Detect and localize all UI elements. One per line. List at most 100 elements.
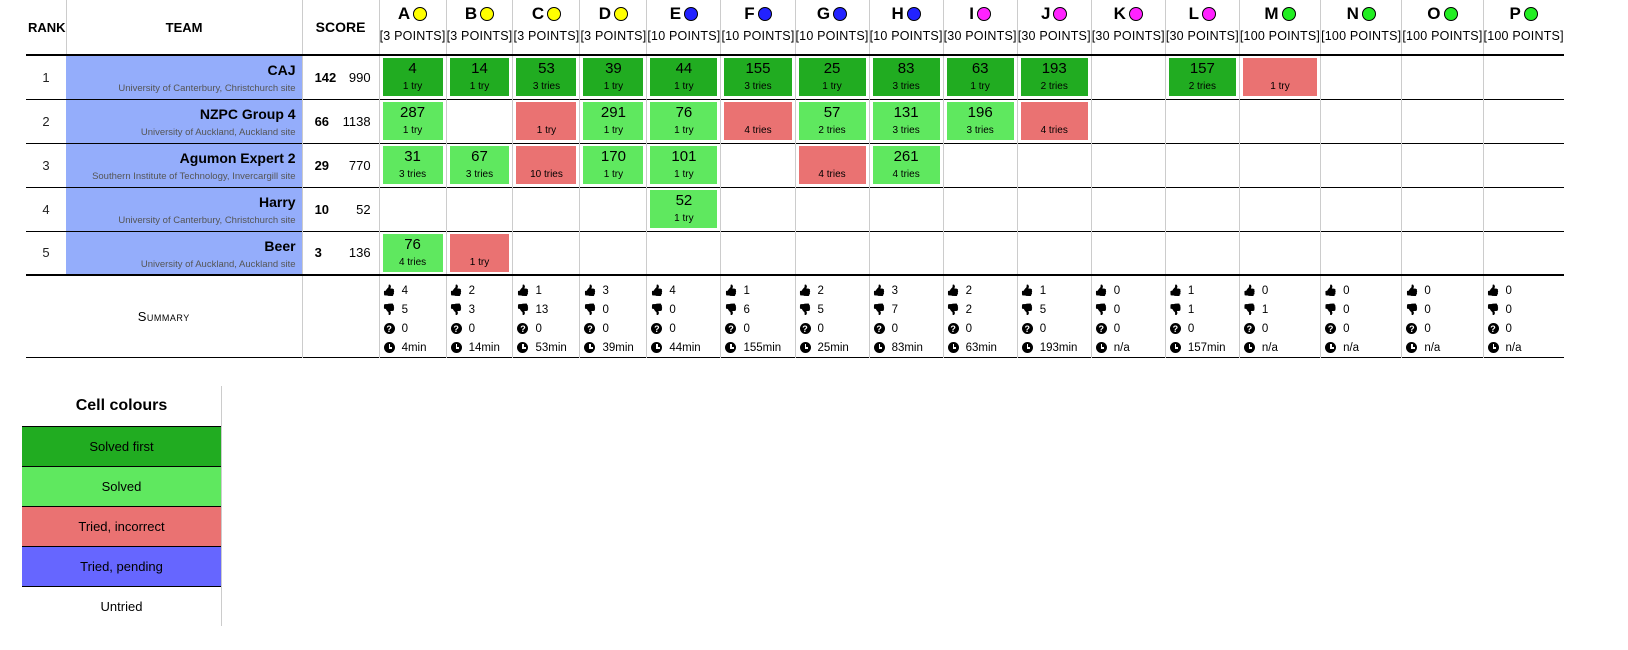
result-box-solved[interactable]: 291 1 try: [583, 102, 644, 140]
thumbs-down-icon: 👎: [449, 304, 463, 316]
result-box-wrong[interactable]: 1 try: [449, 233, 510, 272]
problem-cell-h[interactable]: 131 3 tries: [868, 99, 944, 143]
try-count: 1 try: [603, 169, 624, 180]
team-cell[interactable]: Beer University of Auckland, Auckland sit…: [66, 231, 303, 275]
result-box-solved[interactable]: 101 1 try: [650, 146, 718, 184]
result-box-solved[interactable]: 131 3 tries: [872, 102, 940, 140]
result-box-solved[interactable]: 76 1 try: [650, 102, 718, 140]
summary-first-solve-icon-wrap: [1243, 342, 1256, 353]
problem-header-c[interactable]: C [3 POINTS]: [512, 0, 580, 55]
result-box-first[interactable]: 63 1 try: [946, 58, 1014, 97]
problem-cell-j[interactable]: 4 tries: [1016, 99, 1092, 143]
result-box-wrong[interactable]: 10 tries: [516, 146, 577, 184]
result-box-wrong[interactable]: 4 tries: [798, 146, 866, 184]
problem-header-i[interactable]: I [30 POINTS]: [942, 0, 1018, 55]
problem-cell-e[interactable]: 52 1 try: [646, 187, 721, 231]
problem-points: [30 POINTS]: [943, 29, 1017, 43]
result-box-solved[interactable]: 31 3 tries: [382, 146, 443, 184]
result-box-first[interactable]: 155 3 tries: [724, 58, 792, 97]
problem-header-a[interactable]: A [3 POINTS]: [378, 0, 447, 55]
problem-cell-p: [1482, 143, 1564, 187]
result-box-first[interactable]: 39 1 try: [583, 58, 644, 97]
problem-cell-d[interactable]: 39 1 try: [579, 55, 647, 99]
try-count: 1 try: [603, 125, 624, 136]
problem-cell-a[interactable]: 76 4 tries: [378, 231, 447, 275]
problem-header-n[interactable]: N [100 POINTS]: [1320, 0, 1402, 55]
problem-header-k[interactable]: K [30 POINTS]: [1090, 0, 1166, 55]
problem-cell-c[interactable]: 10 tries: [512, 143, 580, 187]
problem-cell-g[interactable]: 57 2 tries: [794, 99, 870, 143]
result-box-first[interactable]: 44 1 try: [650, 58, 718, 97]
problem-cell-d[interactable]: 291 1 try: [579, 99, 647, 143]
result-box-wrong[interactable]: 4 tries: [724, 102, 792, 140]
problem-header-f[interactable]: F [10 POINTS]: [720, 0, 795, 55]
legend-item-pending: Tried, pending: [22, 546, 221, 586]
result-box-first[interactable]: 4 1 try: [382, 58, 443, 97]
result-box-first[interactable]: 83 3 tries: [872, 58, 940, 97]
problem-cell-h[interactable]: 261 4 tries: [868, 143, 944, 187]
problem-cell-h[interactable]: 83 3 tries: [868, 55, 944, 99]
problem-header-g[interactable]: G [10 POINTS]: [794, 0, 870, 55]
result-box-solved[interactable]: 287 1 try: [382, 102, 443, 140]
problem-cell-e[interactable]: 44 1 try: [646, 55, 721, 99]
result-box-first[interactable]: 193 2 tries: [1020, 58, 1088, 97]
problem-header-d[interactable]: D [3 POINTS]: [579, 0, 647, 55]
problem-header-o[interactable]: O [100 POINTS]: [1401, 0, 1484, 55]
problem-cell-f[interactable]: 4 tries: [720, 99, 795, 143]
result-box-first[interactable]: 53 3 tries: [516, 58, 577, 97]
team-cell[interactable]: Agumon Expert 2 Southern Institute of Tec…: [66, 143, 303, 187]
problem-cell-n: [1320, 55, 1402, 99]
problem-header-l[interactable]: L [30 POINTS]: [1164, 0, 1240, 55]
result-box-solved[interactable]: 76 4 tries: [382, 233, 443, 272]
problem-header-b[interactable]: B [3 POINTS]: [445, 0, 513, 55]
result-box-first[interactable]: 14 1 try: [449, 58, 510, 97]
try-count: 3 tries: [532, 81, 561, 93]
team-cell[interactable]: CAJ University of Canterbury, Christchurc…: [66, 55, 303, 99]
problem-cell-b[interactable]: 14 1 try: [445, 55, 513, 99]
result-box-solved[interactable]: 196 3 tries: [946, 102, 1014, 140]
problem-cell-g[interactable]: 25 1 try: [794, 55, 870, 99]
summary-first-solve-value: 14min: [468, 341, 500, 354]
problem-cell-a[interactable]: 4 1 try: [378, 55, 447, 99]
problem-cell-c[interactable]: 1 try: [512, 99, 580, 143]
team-cell[interactable]: NZPC Group 4 University of Auckland, Auck…: [66, 99, 303, 143]
summary-pending-value: 0: [743, 322, 750, 335]
problem-cell-j[interactable]: 193 2 tries: [1016, 55, 1092, 99]
result-box-wrong[interactable]: 1 try: [516, 102, 577, 140]
clock-icon: [1095, 342, 1107, 353]
problem-header-e[interactable]: E [10 POINTS]: [646, 0, 721, 55]
problem-cell-l[interactable]: 157 2 tries: [1164, 55, 1240, 99]
problem-cell-e[interactable]: 76 1 try: [646, 99, 721, 143]
problem-cell-n: [1320, 231, 1402, 275]
result-box-solved[interactable]: 170 1 try: [583, 146, 644, 184]
result-box-first[interactable]: 157 2 tries: [1168, 58, 1236, 97]
result-box-solved[interactable]: 67 3 tries: [449, 146, 510, 184]
problem-cell-a[interactable]: 287 1 try: [378, 99, 447, 143]
problem-cell-f[interactable]: 155 3 tries: [720, 55, 795, 99]
result-box-solved[interactable]: 57 2 tries: [798, 102, 866, 140]
problem-cell-b[interactable]: 67 3 tries: [445, 143, 513, 187]
problem-header-j[interactable]: J [30 POINTS]: [1016, 0, 1092, 55]
problem-cell-a[interactable]: 31 3 tries: [378, 143, 447, 187]
problem-header-m[interactable]: M [100 POINTS]: [1238, 0, 1321, 55]
question-icon: ?: [383, 323, 395, 334]
summary-first-solve: 83min: [873, 338, 943, 357]
result-box-wrong[interactable]: 1 try: [1242, 58, 1318, 97]
team-cell[interactable]: Harry University of Canterbury, Christchu…: [66, 187, 303, 231]
problem-cell-c[interactable]: 53 3 tries: [512, 55, 580, 99]
problem-cell-i[interactable]: 63 1 try: [942, 55, 1018, 99]
result-box-solved[interactable]: 52 1 try: [650, 190, 718, 228]
problem-header-h[interactable]: H [10 POINTS]: [868, 0, 944, 55]
result-box-wrong[interactable]: 4 tries: [1020, 102, 1088, 140]
problem-header-p[interactable]: P [100 POINTS]: [1482, 0, 1564, 55]
problem-cell-g[interactable]: 4 tries: [794, 143, 870, 187]
summary-correct-icon-wrap: 👍: [872, 284, 886, 297]
problem-cell-m[interactable]: 1 try: [1238, 55, 1321, 99]
problem-cell-e[interactable]: 101 1 try: [646, 143, 721, 187]
problem-cell-i[interactable]: 196 3 tries: [942, 99, 1018, 143]
problem-cell-d[interactable]: 170 1 try: [579, 143, 647, 187]
result-box-first[interactable]: 25 1 try: [798, 58, 866, 97]
result-box-solved[interactable]: 261 4 tries: [872, 146, 940, 184]
summary-first-solve-value: 193min: [1039, 341, 1078, 354]
problem-cell-b[interactable]: 1 try: [445, 231, 513, 275]
